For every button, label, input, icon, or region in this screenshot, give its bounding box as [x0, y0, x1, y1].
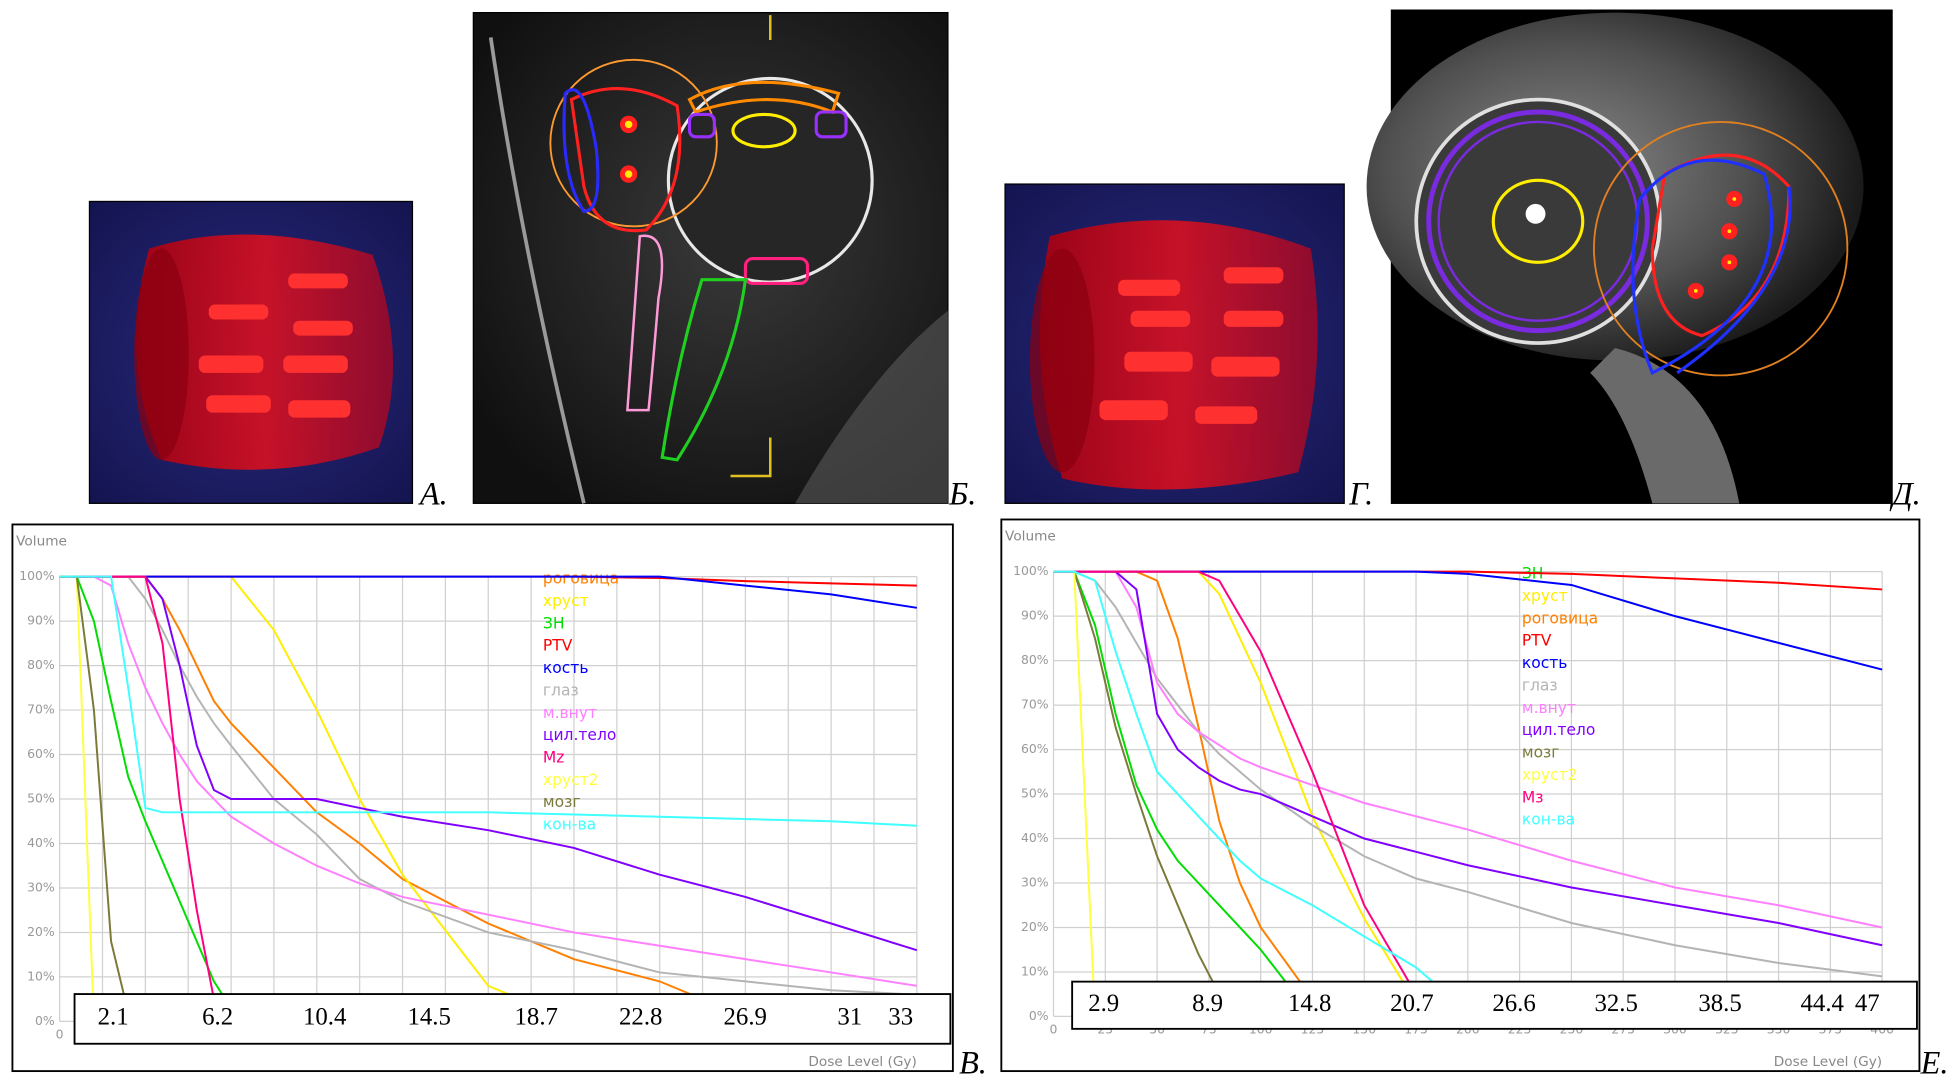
dose-label: 26.9: [724, 1004, 767, 1031]
dose-label: 38.5: [1698, 990, 1741, 1017]
dose-label: 32.5: [1594, 990, 1637, 1017]
dose-label: 18.7: [515, 1004, 558, 1031]
y-tick-label: 80%: [27, 657, 55, 672]
y-tick-label: 90%: [1021, 608, 1049, 623]
render-3d-a: [89, 201, 412, 503]
y-tick-label: 50%: [1021, 786, 1049, 801]
dose-label: 20.7: [1390, 990, 1433, 1017]
legend-entry: Мз: [1522, 788, 1544, 806]
y-tick-label: 30%: [27, 879, 55, 894]
page: DVH figure html, body { margin: 0; paddi…: [0, 0, 1948, 1075]
body: {"panel_labels": {"a": "А.", "b": "Б.", …: [0, 0, 1948, 1075]
legend-entry: цил.тело: [543, 726, 617, 744]
legend-entry: глаз: [543, 681, 579, 699]
y-axis-title: Volume: [1005, 529, 1056, 545]
y-tick-label: 50%: [27, 791, 55, 806]
dvh-chart: Volume 0% 10% 20% 30% 40% 50% 60% 70% 80% 90% 100% 0…: [1001, 519, 1919, 1071]
y-tick-label: 80%: [1021, 652, 1049, 667]
y-axis-title: Volume: [16, 534, 67, 550]
dose-label: 2.1: [98, 1004, 129, 1031]
dose-label: 31: [837, 1004, 862, 1031]
x-axis-title: Dose Level (Gy): [808, 1054, 916, 1070]
x-axis-title: Dose Level (Gy): [1774, 1054, 1882, 1070]
dose-label: 14.8: [1288, 990, 1331, 1017]
figure: А. Б. Г. Д. В. Е. Volume 0% 10% 20% 30% 40% 50…: [0, 0, 1948, 1075]
panel-label: А.: [418, 476, 448, 512]
dose-label: 47: [1855, 990, 1880, 1017]
legend-entry: PTV: [1522, 632, 1552, 650]
x-tick-label: 0: [1050, 1022, 1058, 1037]
legend-entry: ЗН: [543, 614, 565, 632]
y-tick-label: 10%: [1021, 963, 1049, 978]
dose-label: 2.9: [1088, 990, 1119, 1017]
y-tick-label: 90%: [27, 613, 55, 628]
y-tick-label: 30%: [1021, 874, 1049, 889]
panel-label: В.: [959, 1045, 987, 1075]
legend-entry: хруст2: [1522, 766, 1578, 784]
legend-entry: мозг: [543, 793, 581, 811]
panel-label: Б.: [948, 476, 976, 512]
legend-entry: м.внут: [543, 704, 597, 722]
legend-entry: м.внут: [1522, 699, 1576, 717]
legend-entry: глаз: [1522, 676, 1558, 694]
legend-entry: кость: [1522, 654, 1568, 672]
y-tick-label: 60%: [1021, 741, 1049, 756]
dose-label: 6.2: [202, 1004, 233, 1031]
ct-image-b: [473, 13, 948, 504]
legend-entry: роговица: [1522, 609, 1598, 627]
legend-entry: кость: [543, 659, 589, 677]
dose-label: 10.4: [303, 1004, 347, 1031]
y-tick-label: 20%: [27, 924, 55, 939]
legend-entry: хруст: [1522, 587, 1568, 605]
y-tick-label: 40%: [1021, 830, 1049, 845]
y-tick-label: 60%: [27, 746, 55, 761]
y-tick-label: 100%: [1013, 563, 1049, 578]
dose-label: 44.4: [1801, 990, 1845, 1017]
legend-entry: кон-ва: [543, 816, 596, 834]
dose-label: 22.8: [619, 1004, 662, 1031]
legend-entry: PTV: [543, 637, 573, 655]
panel-label: Д.: [1889, 476, 1921, 512]
dvh-chart: Volume 0% 10% 20% 30% 40% 50% 60% 70% 80% 90% 100% 0…: [12, 524, 952, 1071]
y-tick-label: 70%: [27, 702, 55, 717]
legend-entry: роговица: [543, 570, 619, 588]
y-tick-label: 70%: [1021, 697, 1049, 712]
dose-label: 14.5: [407, 1004, 450, 1031]
legend-entry: Mz: [543, 749, 565, 767]
ct-image-d: [1367, 10, 1893, 503]
panel-label: Г.: [1348, 476, 1373, 512]
panel-label: Е.: [1920, 1045, 1948, 1075]
legend-entry: хруст: [543, 592, 589, 610]
render-3d-g: [1005, 184, 1344, 503]
dose-label: 8.9: [1192, 990, 1223, 1017]
dose-label: 26.6: [1492, 990, 1535, 1017]
y-tick-label: 40%: [27, 835, 55, 850]
legend-entry: мозг: [1522, 744, 1560, 762]
x-tick-label: 0: [56, 1027, 64, 1042]
y-tick-label: 100%: [19, 568, 55, 583]
legend-entry: кон-ва: [1522, 811, 1575, 829]
legend-entry: хруст2: [543, 771, 599, 789]
y-tick-label: 20%: [1021, 919, 1049, 934]
dose-label: 33: [888, 1004, 913, 1031]
y-tick-label: 10%: [27, 968, 55, 983]
y-tick-label: 0%: [35, 1013, 55, 1028]
legend-entry: цил.тело: [1522, 721, 1596, 739]
y-tick-label: 0%: [1029, 1008, 1049, 1023]
